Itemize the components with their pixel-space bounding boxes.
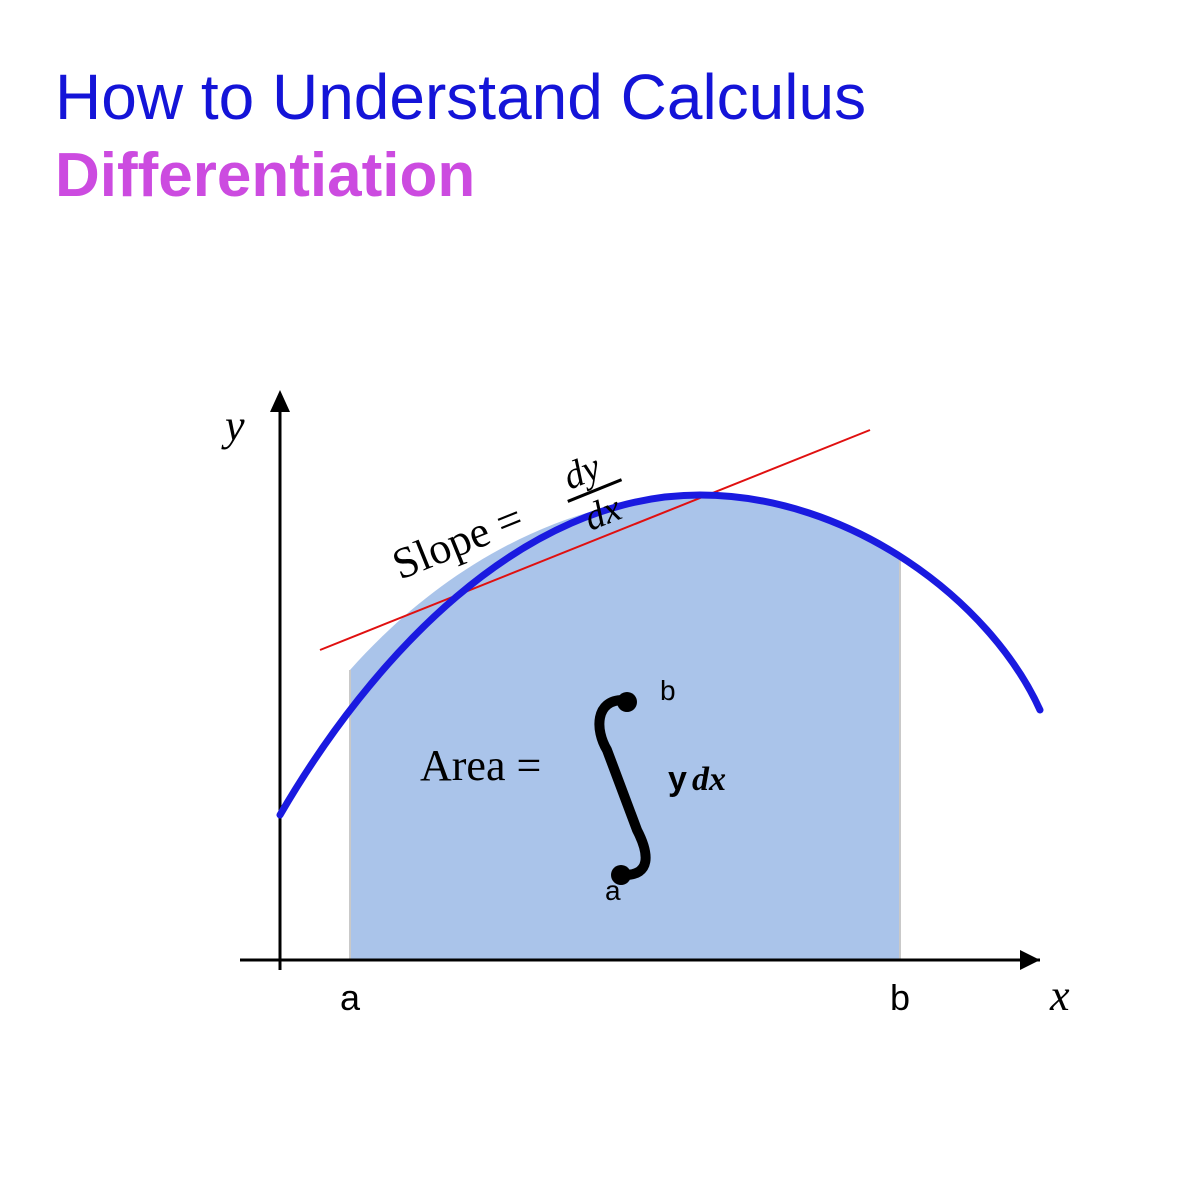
title-line-2: Differentiation <box>55 140 866 211</box>
integral-upper: b <box>660 675 676 706</box>
integral-lower: a <box>605 875 621 906</box>
y-axis-label: y <box>221 401 245 450</box>
x-axis-label: x <box>1049 971 1070 1020</box>
x-axis-arrow <box>1020 950 1040 970</box>
title-block: How to Understand Calculus Differentiati… <box>55 60 866 211</box>
tick-a: a <box>340 977 361 1018</box>
title-line-1: How to Understand Calculus <box>55 60 866 134</box>
calculus-diagram: y x a b Slope = dy dx Area = b a y dx <box>170 340 1090 1060</box>
integrand-y: y <box>668 760 687 798</box>
y-axis-arrow <box>270 390 290 412</box>
integrand-dx: dx <box>692 761 726 798</box>
tick-b: b <box>890 977 910 1018</box>
area-prefix: Area = <box>420 741 541 790</box>
